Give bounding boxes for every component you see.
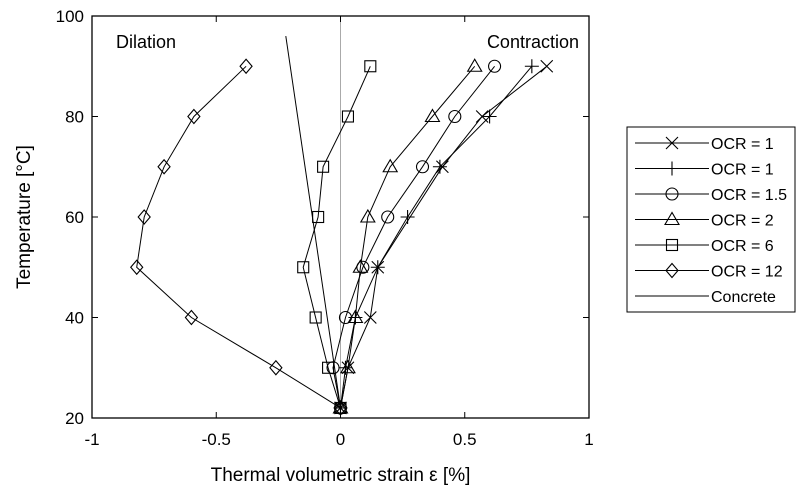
series-line bbox=[285, 36, 341, 408]
data-point bbox=[269, 359, 283, 376]
data-point bbox=[187, 108, 201, 125]
legend-item: OCR = 1.5 bbox=[635, 187, 787, 204]
y-axis-title: Temperature [°C] bbox=[14, 145, 35, 289]
data-point bbox=[157, 158, 171, 175]
data-point bbox=[482, 109, 497, 124]
y-tick-label: 40 bbox=[65, 309, 84, 328]
series-line bbox=[340, 65, 548, 408]
data-point bbox=[347, 309, 364, 324]
legend-label: OCR = 1 bbox=[711, 162, 774, 179]
data-point bbox=[524, 59, 539, 74]
series-ocr-4 bbox=[297, 60, 377, 415]
x-tick-label: -0.5 bbox=[202, 430, 231, 449]
y-tick-label: 20 bbox=[65, 409, 84, 428]
series-line bbox=[302, 66, 371, 409]
y-tick-label: 100 bbox=[56, 7, 84, 26]
legend-label: OCR = 6 bbox=[711, 238, 774, 255]
legend-item: OCR = 2 bbox=[635, 211, 774, 230]
legend-item: OCR = 1 bbox=[635, 136, 774, 153]
annotation-dilation: Dilation bbox=[116, 32, 176, 52]
legend-label: Concrete bbox=[711, 289, 776, 306]
data-point bbox=[382, 158, 399, 173]
data-point bbox=[488, 59, 502, 73]
plot-area: -1 -0.5 0 0.5 1 20 40 60 80 100 bbox=[56, 7, 594, 449]
data-point bbox=[341, 110, 355, 123]
data-point bbox=[400, 210, 415, 224]
data-point bbox=[415, 160, 430, 174]
data-point bbox=[381, 210, 395, 224]
data-point bbox=[352, 259, 369, 273]
data-point bbox=[130, 259, 144, 276]
y-tick-label: 80 bbox=[65, 108, 84, 127]
legend-marker bbox=[665, 262, 679, 279]
series-line bbox=[340, 65, 476, 408]
series-line bbox=[340, 65, 533, 408]
legend-marker bbox=[665, 238, 679, 252]
series-line bbox=[332, 65, 495, 408]
data-point bbox=[309, 311, 322, 324]
legend-marker bbox=[664, 211, 680, 226]
data-point bbox=[322, 361, 335, 374]
series-line bbox=[136, 65, 341, 409]
data-point bbox=[363, 311, 377, 324]
y-tick-label: 60 bbox=[65, 208, 84, 227]
legend-item: OCR = 1 bbox=[635, 161, 774, 179]
data-point bbox=[184, 309, 199, 326]
data-point bbox=[359, 208, 376, 223]
data-point bbox=[364, 60, 377, 73]
x-tick-label: 0.5 bbox=[453, 430, 477, 449]
x-tick-label: 1 bbox=[584, 430, 593, 449]
x-tick-label: -1 bbox=[84, 430, 99, 449]
data-point bbox=[317, 160, 330, 173]
series-concrete bbox=[285, 36, 341, 408]
data-point bbox=[424, 108, 441, 123]
legend-marker bbox=[665, 187, 679, 201]
annotation-contraction: Contraction bbox=[487, 32, 579, 52]
data-point bbox=[540, 59, 554, 73]
legend-label: OCR = 1 bbox=[711, 136, 774, 153]
data-point bbox=[432, 159, 447, 174]
data-point bbox=[137, 209, 151, 225]
legend-item: OCR = 6 bbox=[635, 238, 774, 255]
legend-label: OCR = 12 bbox=[711, 264, 783, 281]
legend-item: Concrete bbox=[635, 289, 776, 306]
data-point bbox=[370, 260, 385, 275]
legend-item: OCR = 12 bbox=[635, 262, 783, 281]
legend-label: OCR = 1.5 bbox=[711, 187, 787, 204]
data-point bbox=[297, 261, 310, 274]
series-ocr-5 bbox=[130, 58, 348, 416]
data-point bbox=[448, 109, 462, 124]
legend-marker bbox=[665, 161, 679, 176]
legend-label: OCR = 2 bbox=[711, 213, 774, 230]
data-point bbox=[466, 58, 483, 72]
x-tick-label: 0 bbox=[336, 430, 345, 449]
data-point bbox=[239, 58, 253, 75]
data-point bbox=[339, 359, 356, 374]
legend: OCR = 1 OCR = 1 OCR = 1.5 OCR = 2 OCR = 6 OCR… bbox=[626, 126, 796, 313]
series-ocr-0 bbox=[334, 59, 554, 415]
x-axis-title: Thermal volumetric strain ε [%] bbox=[211, 465, 471, 486]
legend-marker bbox=[665, 136, 679, 150]
